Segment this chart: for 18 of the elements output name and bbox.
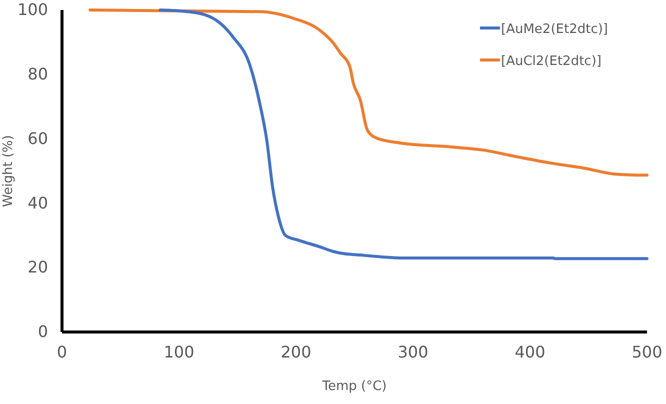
x-tick-label: 0: [56, 342, 68, 362]
y-tick-label: 60: [28, 128, 48, 148]
y-tick-label: 40: [28, 193, 48, 212]
y-tick-label: 100: [17, 0, 48, 20]
y-tick-label: 0: [38, 322, 48, 342]
x-tick-label: 500: [632, 342, 662, 362]
x-tick-label: 400: [514, 342, 546, 362]
x-tick-label: 100: [164, 342, 194, 362]
line-series: [158, 8, 648, 260]
x-axis-title: Temp (°C): [321, 379, 387, 394]
x-tick-label: 300: [398, 342, 428, 362]
x-tick-label: 200: [280, 342, 312, 362]
y-tick-label: 20: [28, 258, 48, 277]
line-series: [88, 8, 648, 177]
y-axis-title: Weight (%): [1, 135, 16, 207]
legend-label: [AuCl2(Et2dtc)]: [501, 54, 602, 69]
y-tick-label: 80: [28, 64, 48, 84]
legend-label: [AuMe2(Et2dtc)]: [501, 22, 608, 37]
